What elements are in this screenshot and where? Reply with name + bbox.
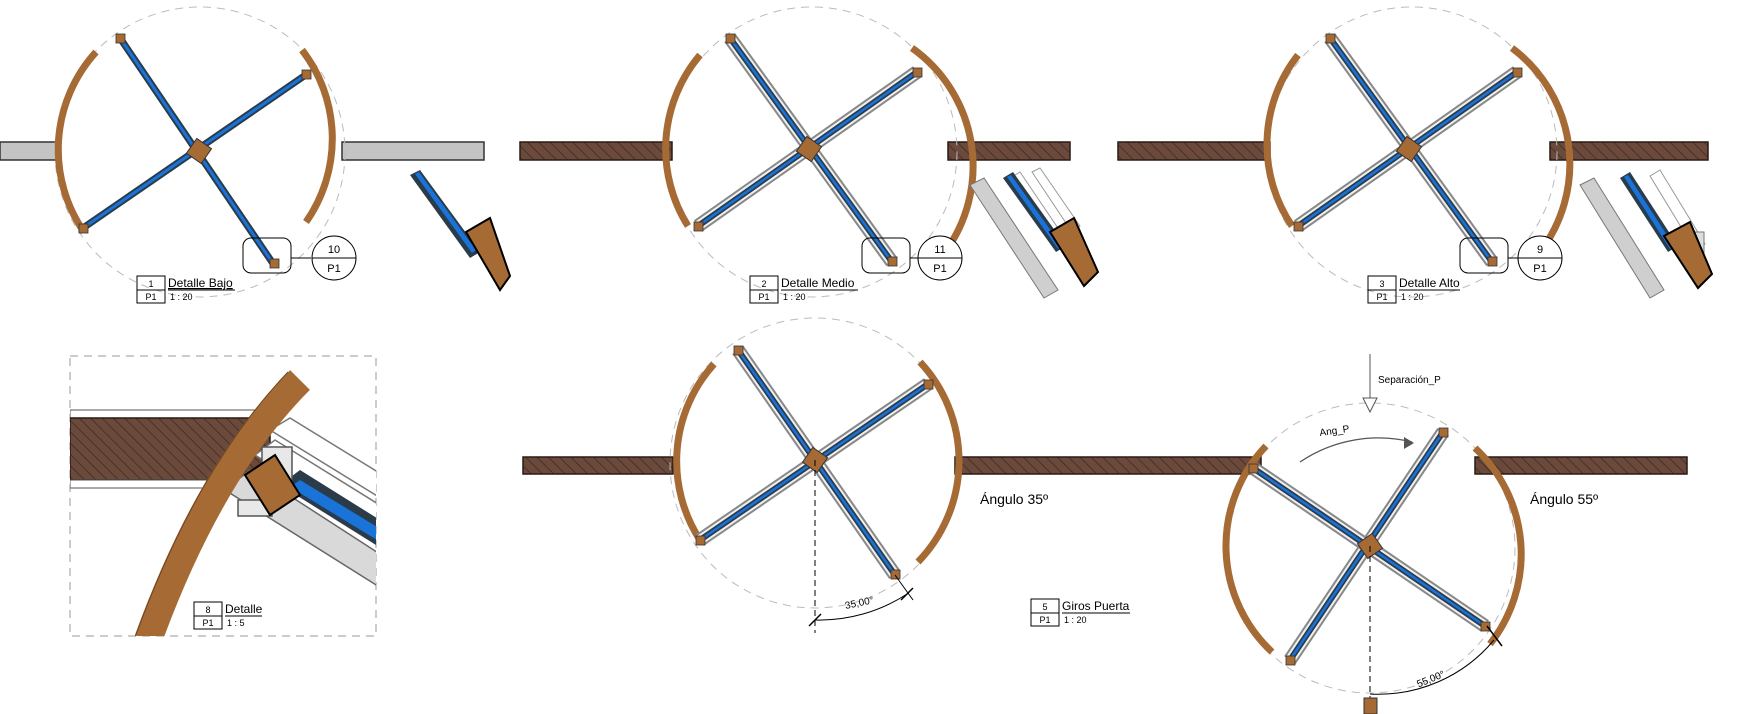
view-title: Detalle Bajo [168, 276, 233, 290]
wall-right [1549, 141, 1709, 161]
callout-number: 9 [1537, 244, 1543, 256]
view-title-tag: 1 P1 Detalle Bajo 1 : 20 [136, 275, 235, 304]
curved-panel-right [909, 45, 977, 255]
door-angle-55: 55,00° [1222, 354, 1525, 714]
angle-35-label: Ángulo 35º [980, 491, 1048, 507]
svg-text:P1: P1 [1376, 292, 1387, 302]
wall-right [341, 141, 485, 161]
pivot-hub [185, 137, 213, 165]
view-title-tag: 5 P1 Giros Puerta 1 : 20 [1030, 598, 1130, 627]
callout-number: 11 [934, 244, 945, 256]
svg-text:P1: P1 [145, 292, 156, 302]
svg-text:P1: P1 [202, 618, 213, 628]
view-giros-puerta: 35,00° Ángulo 35º [522, 317, 1688, 714]
dimension-55: 55,00° [1416, 669, 1447, 690]
pivot-hub [795, 135, 823, 163]
view-title: Detalle Medio [781, 276, 855, 290]
view-scale: 1 : 5 [227, 618, 245, 628]
curved-panel-right [1509, 45, 1574, 255]
view-scale: 1 : 20 [1401, 292, 1424, 302]
angle-param-label: Ang_P [1319, 424, 1351, 439]
view-title: Detalle [225, 602, 263, 616]
wall-right [947, 141, 1071, 161]
wall-left [0, 141, 59, 161]
curved-panel-left [1263, 52, 1301, 228]
revolving-arms [78, 33, 312, 269]
svg-text:2: 2 [761, 279, 766, 289]
view-title: Detalle Alto [1399, 276, 1460, 290]
view-scale: 1 : 20 [170, 292, 193, 302]
revolving-arms [693, 33, 923, 267]
view-detalle-bajo: 10 P1 1 P1 Detalle Bajo 1 : 20 [0, 6, 512, 304]
detail-fragment-2 [969, 167, 1100, 299]
revolving-arms [1293, 33, 1523, 267]
svg-text:5: 5 [1042, 602, 1047, 612]
view-detalle-alto: 9 P1 3 P1 Detalle Alto 1 : 20 [1117, 6, 1714, 304]
view-scale: 1 : 20 [1064, 615, 1087, 625]
callout-box [861, 237, 911, 274]
svg-text:3: 3 [1379, 279, 1384, 289]
view-title: Giros Puerta [1062, 599, 1130, 613]
callout-number: 10 [328, 244, 340, 256]
callout-box [242, 237, 292, 274]
callout-box [1459, 237, 1509, 274]
separation-label: Separación_P [1378, 375, 1441, 386]
curved-panel-left [54, 49, 99, 234]
pivot-block [243, 453, 302, 517]
view-title-tag: 8 P1 Detalle 1 : 5 [193, 601, 263, 630]
view-scale: 1 : 20 [783, 292, 806, 302]
svg-text:1: 1 [148, 279, 153, 289]
detail-fragment-3 [1579, 169, 1714, 299]
wall-left [1117, 141, 1271, 161]
view-title-tag: 2 P1 Detalle Medio 1 : 20 [749, 275, 858, 304]
angle-55-label: Ángulo 55º [1530, 491, 1598, 507]
view-title-tag: 3 P1 Detalle Alto 1 : 20 [1367, 275, 1460, 304]
svg-text:P1: P1 [758, 292, 769, 302]
view-detalle-enlarged: 8 P1 Detalle 1 : 5 [69, 355, 377, 637]
wall-left [519, 141, 673, 161]
curved-panel [134, 370, 310, 636]
dimension-35: 35,00° [844, 595, 875, 612]
svg-text:8: 8 [205, 605, 210, 615]
callout-sheet: P1 [933, 263, 946, 275]
svg-text:P1: P1 [1039, 615, 1050, 625]
callout-sheet: P1 [1533, 263, 1546, 275]
curved-panel-right [299, 47, 336, 225]
curved-panel-left [662, 52, 703, 228]
detail-fragment-1 [410, 170, 512, 292]
view-detalle-medio: 11 P1 2 P1 Detalle Medio 1 : 20 [519, 6, 1100, 304]
door-angle-35: 35,00° [669, 317, 963, 633]
callout-sheet: P1 [327, 263, 340, 275]
pivot-hub [1395, 135, 1423, 163]
